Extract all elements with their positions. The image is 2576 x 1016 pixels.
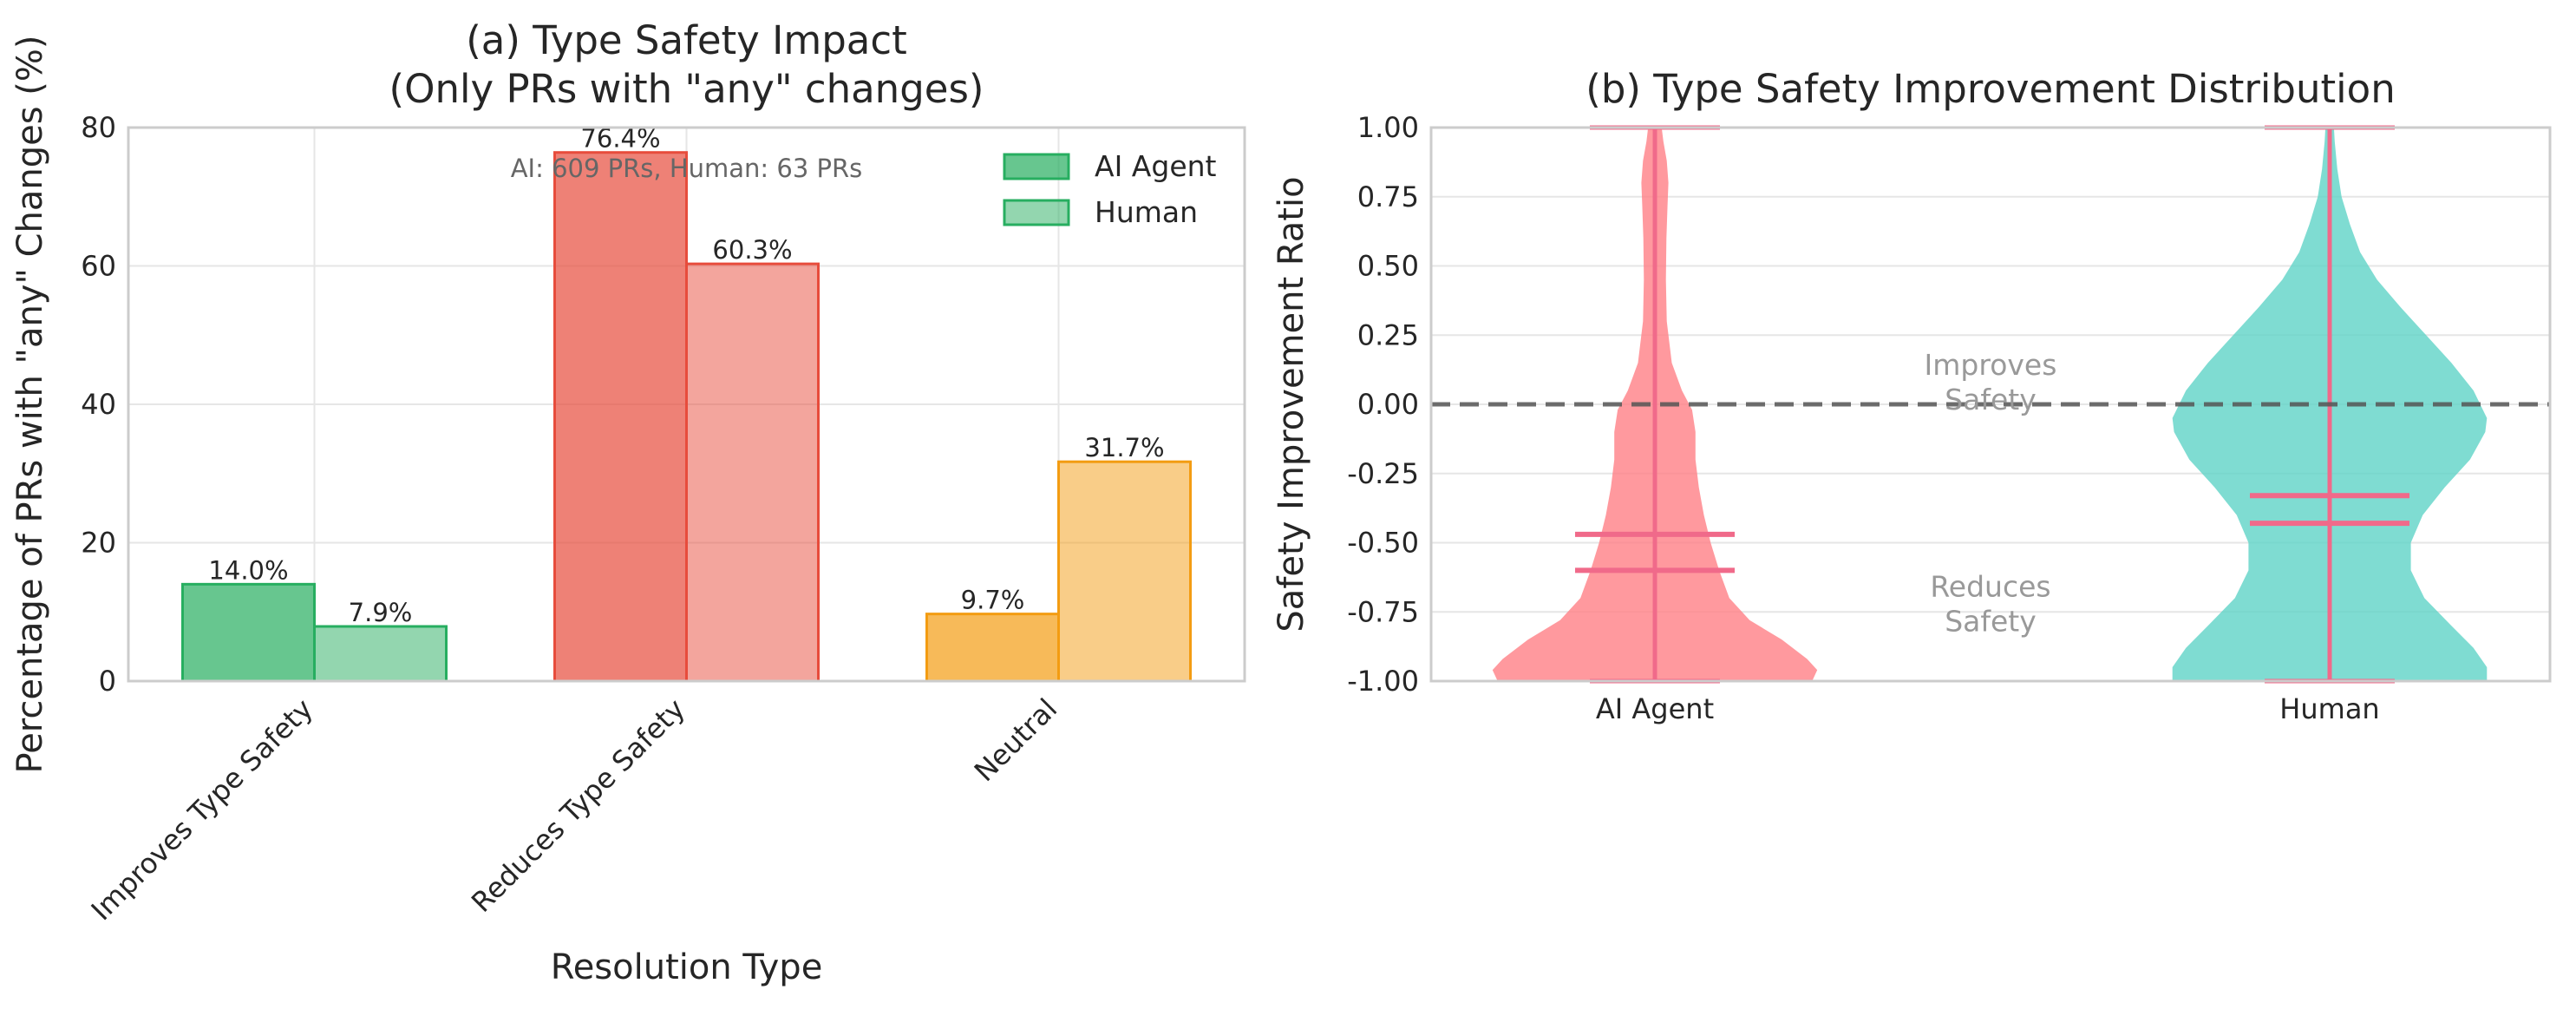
y-tick-label: 40 [81,388,116,421]
y-tick-label: 0.75 [1357,180,1419,213]
bar-ai-agent-reduces-type-safety [553,151,688,683]
y-tick-label: 80 [81,111,116,144]
panel-b-frame [1429,126,2552,683]
panel-a-x-axis-label: Resolution Type [551,947,823,987]
x-tick-label-neutral: Neutral [968,692,1063,788]
y-tick-label: -0.75 [1347,595,1419,628]
bar-label-ai-agent-improves-type-safety: 14.0% [208,555,288,585]
y-tick-label: -1.00 [1347,665,1419,698]
panel-b-title: (b) Type Safety Improvement Distribution [1585,66,2395,112]
panel-a-title: (a) Type Safety Impact (Only PRs with "an… [389,17,984,112]
annotation-line: Safety [1945,383,2037,416]
panel-a-y-tick-labels: 0 20 40 60 80 [81,111,116,698]
panel-a-bars [181,151,1192,683]
bar-human-reduces-type-safety [685,262,820,683]
annotation-reduces-safety: Reduces Safety [1930,569,2050,638]
bar-label-human-reduces-type-safety: 60.3% [712,235,792,265]
bar-ai-agent-improves-type-safety [181,582,316,683]
bar-label-human-neutral: 31.7% [1084,433,1164,462]
panel-a-x-tick-labels: Improves Type Safety Reduces Type Safety N… [85,692,1063,927]
x-tick-label-reduces-type-safety: Reduces Type Safety [465,692,691,919]
panel-a-sample-size-annotation: AI: 609 PRs, Human: 63 PRs [511,154,863,183]
legend-label-human: Human [1095,195,1198,229]
panel-a-bar-labels: 14.0%7.9%76.4%60.3%9.7%31.7% [208,124,1164,627]
legend-swatch-ai-agent [1003,153,1070,180]
panel-a-y-axis-label: Percentage of PRs with "any" Changes (%) [10,35,50,773]
legend-label-ai-agent: AI Agent [1095,149,1217,183]
x-tick-label-ai-agent: AI Agent [1596,692,1714,725]
panel-b-x-tick-labels: AI Agent Human [1596,692,2380,725]
y-tick-label: 0.25 [1357,318,1419,351]
annotation-improves-safety: Improves Safety [1925,348,2057,416]
x-tick-label-improves-type-safety: Improves Type Safety [85,692,319,927]
panel-b-y-axis-label: Safety Improvement Ratio [1272,176,1311,632]
bar-human-neutral [1057,460,1192,683]
y-tick-label: 0 [99,665,116,698]
bar-label-ai-agent-neutral: 9.7% [961,586,1025,615]
annotation-line: Safety [1945,604,2037,638]
panel-a-frame [127,126,1246,683]
title-line: (Only PRs with "any" changes) [389,66,984,112]
legend-swatch-human [1003,199,1070,226]
y-tick-label: -0.50 [1347,527,1419,560]
panel-a-legend: AI Agent Human [1003,149,1217,229]
title-line: (a) Type Safety Impact [466,17,907,63]
annotation-line: Improves [1925,348,2057,382]
y-tick-label: -0.25 [1347,457,1419,490]
panel-b-y-tick-labels: -1.00 -0.75 -0.50 -0.25 0.00 0.25 0.50 0.75 1.00 [1347,111,1419,698]
x-tick-label-human: Human [2279,692,2379,725]
annotation-line: Reduces [1930,569,2050,603]
y-tick-label: 0.50 [1357,250,1419,283]
y-tick-label: 60 [81,250,116,283]
y-tick-label: 1.00 [1357,111,1419,144]
bar-human-improves-type-safety [313,625,448,683]
y-tick-label: 0.00 [1357,388,1419,421]
bar-ai-agent-neutral [925,613,1060,683]
y-tick-label: 20 [81,527,116,560]
bar-label-human-improves-type-safety: 7.9% [349,598,413,627]
